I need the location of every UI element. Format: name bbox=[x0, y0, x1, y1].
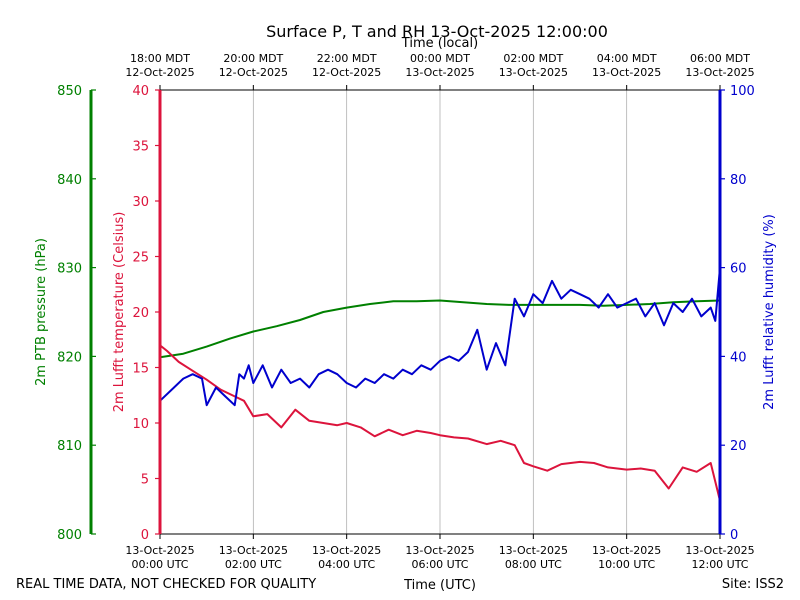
temperature-tick-30: 30 bbox=[132, 195, 149, 210]
x-tick-date-2h: 13-Oct-2025 bbox=[219, 544, 288, 557]
x-tick-date-12h: 13-Oct-2025 bbox=[685, 544, 754, 557]
humidity-tick-40: 40 bbox=[730, 350, 747, 365]
x-tick-time-10h: 10:00 UTC bbox=[598, 558, 655, 571]
data-series bbox=[159, 267, 721, 501]
quality-warning: REAL TIME DATA, NOT CHECKED FOR QUALITY bbox=[16, 577, 316, 592]
x-tick-time-2h: 02:00 UTC bbox=[225, 558, 282, 571]
x-tick-date-4h: 13-Oct-2025 bbox=[312, 544, 381, 557]
top-tick-time-12h: 06:00 MDT bbox=[690, 52, 750, 65]
top-tick-time-2h: 20:00 MDT bbox=[223, 52, 283, 65]
x-tick-date-8h: 13-Oct-2025 bbox=[499, 544, 568, 557]
top-tick-date-2h: 12-Oct-2025 bbox=[219, 66, 288, 79]
top-axis-label: Time (local) bbox=[401, 36, 478, 51]
temperature-tick-15: 15 bbox=[132, 362, 149, 377]
temperature-tick-0: 0 bbox=[141, 528, 149, 543]
top-tick-date-8h: 13-Oct-2025 bbox=[499, 66, 568, 79]
pressure-tick-850: 850 bbox=[57, 84, 82, 99]
pressure-axis-label: 2m PTB pressure (hPa) bbox=[34, 238, 49, 386]
humidity-tick-0: 0 bbox=[730, 528, 738, 543]
top-tick-date-4h: 12-Oct-2025 bbox=[312, 66, 381, 79]
pressure-tick-820: 820 bbox=[57, 350, 82, 365]
temperature-tick-5: 5 bbox=[141, 473, 149, 488]
top-tick-time-8h: 02:00 MDT bbox=[503, 52, 563, 65]
x-tick-time-6h: 06:00 UTC bbox=[411, 558, 468, 571]
temperature-tick-10: 10 bbox=[132, 417, 149, 432]
x-tick-date-6h: 13-Oct-2025 bbox=[405, 544, 474, 557]
humidity-axis-label: 2m Lufft relative humidity (%) bbox=[762, 214, 777, 410]
top-tick-date-0h: 12-Oct-2025 bbox=[125, 66, 194, 79]
temperature-tick-20: 20 bbox=[132, 306, 149, 321]
humidity-tick-100: 100 bbox=[730, 84, 755, 99]
top-tick-time-4h: 22:00 MDT bbox=[317, 52, 377, 65]
grid-lines bbox=[252, 90, 628, 534]
temperature-axis-label: 2m Lufft temperature (Celsius) bbox=[112, 212, 127, 413]
2m-ptb-pressure-line bbox=[159, 299, 721, 359]
top-tick-date-10h: 13-Oct-2025 bbox=[592, 66, 661, 79]
top-tick-date-12h: 13-Oct-2025 bbox=[685, 66, 754, 79]
humidity-tick-80: 80 bbox=[730, 173, 747, 188]
pressure-tick-830: 830 bbox=[57, 262, 82, 277]
2m-lufft-temperature-line bbox=[159, 344, 721, 501]
temperature-tick-40: 40 bbox=[132, 84, 149, 99]
x-tick-time-8h: 08:00 UTC bbox=[505, 558, 562, 571]
x-tick-time-0h: 00:00 UTC bbox=[131, 558, 188, 571]
pressure-tick-810: 810 bbox=[57, 439, 82, 454]
x-tick-time-12h: 12:00 UTC bbox=[691, 558, 748, 571]
x-axis-label: Time (UTC) bbox=[403, 578, 476, 593]
x-tick-time-4h: 04:00 UTC bbox=[318, 558, 375, 571]
temperature-tick-25: 25 bbox=[132, 251, 149, 266]
x-tick-date-0h: 13-Oct-2025 bbox=[125, 544, 194, 557]
top-tick-time-0h: 18:00 MDT bbox=[130, 52, 190, 65]
2m-lufft-relative-humidity-line bbox=[159, 267, 721, 407]
top-tick-time-10h: 04:00 MDT bbox=[597, 52, 657, 65]
humidity-tick-60: 60 bbox=[730, 262, 747, 277]
site-label: Site: ISS2 bbox=[722, 577, 784, 592]
pressure-tick-800: 800 bbox=[57, 528, 82, 543]
top-tick-time-6h: 00:00 MDT bbox=[410, 52, 470, 65]
x-tick-date-10h: 13-Oct-2025 bbox=[592, 544, 661, 557]
temperature-tick-35: 35 bbox=[132, 140, 149, 155]
pressure-tick-840: 840 bbox=[57, 173, 82, 188]
humidity-tick-20: 20 bbox=[730, 439, 747, 454]
chart-title: Surface P, T and RH 13-Oct-2025 12:00:00 bbox=[266, 22, 608, 41]
top-tick-date-6h: 13-Oct-2025 bbox=[405, 66, 474, 79]
